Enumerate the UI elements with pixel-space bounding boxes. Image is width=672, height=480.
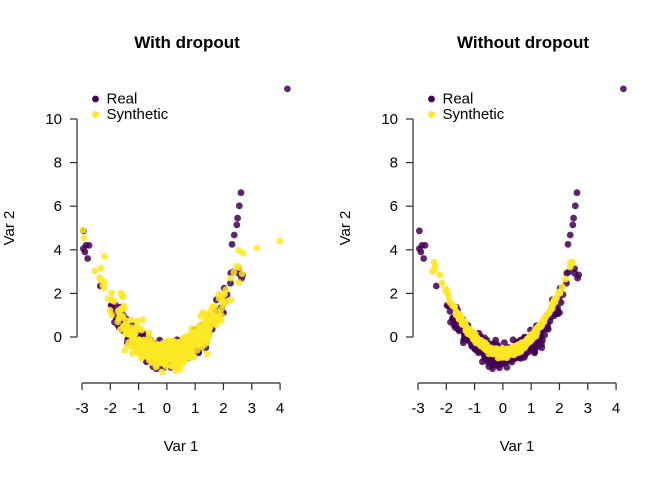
legend: Real Synthetic	[92, 91, 169, 123]
y-tick-label: 6	[390, 198, 398, 215]
y-axis-label: Var 2	[1, 211, 18, 246]
legend-label-synthetic: Synthetic	[107, 106, 169, 123]
y-tick-label: 6	[54, 198, 62, 215]
x-tick-label: 0	[499, 400, 507, 417]
x-axis-label: Var 1	[500, 438, 535, 455]
panel-without-dropout: Without dropout Var 1 Var 2 0 2 4 6 8 10 -3 -2…	[336, 0, 672, 480]
legend-label-real: Real	[107, 91, 138, 108]
series-synthetic	[79, 226, 284, 376]
plot-title: With dropout	[134, 33, 240, 52]
x-axis-label: Var 1	[164, 438, 199, 455]
legend-dot-real	[428, 95, 435, 103]
legend: Real Synthetic	[428, 91, 505, 123]
series-synthetic	[428, 258, 576, 362]
y-axis-label: Var 2	[337, 211, 354, 246]
plot-title: Without dropout	[457, 33, 589, 52]
x-tick-label: -3	[411, 400, 424, 417]
y-tick-label: 2	[54, 285, 62, 302]
y-tick-label: 4	[54, 242, 62, 259]
y-tick-label: 10	[381, 111, 398, 128]
legend-dot-synthetic	[428, 111, 435, 118]
series-real	[80, 85, 291, 373]
series-real	[416, 85, 627, 373]
y-tick-label: 0	[390, 329, 398, 346]
legend-dot-real	[92, 95, 99, 103]
x-tick-label: 2	[219, 400, 227, 417]
y-axis: 0 2 4 6 8 10	[381, 111, 414, 346]
x-tick-label: 3	[584, 400, 592, 417]
x-tick-label: 1	[191, 400, 199, 417]
panel-with-dropout: With dropout Var 1 Var 2 0 2 4 6 8 10 -3 -2 -1 0…	[1, 33, 291, 455]
x-tick-label: 4	[612, 400, 620, 417]
x-tick-label: -1	[132, 400, 145, 417]
x-tick-label: 3	[248, 400, 256, 417]
legend-label-synthetic: Synthetic	[443, 106, 505, 123]
y-tick-label: 8	[390, 155, 398, 172]
x-tick-label: 4	[276, 400, 284, 417]
y-tick-label: 4	[390, 242, 398, 259]
x-tick-label: 0	[163, 400, 171, 417]
y-tick-label: 0	[54, 329, 62, 346]
x-axis: -3 -2 -1 0 1 2 3 4	[411, 382, 620, 417]
y-tick-label: 10	[45, 111, 62, 128]
x-tick-label: 1	[527, 400, 535, 417]
x-tick-label: -2	[104, 400, 117, 417]
y-tick-label: 8	[54, 155, 62, 172]
y-tick-label: 2	[390, 285, 398, 302]
legend-label-real: Real	[443, 91, 474, 108]
x-tick-label: -3	[75, 400, 88, 417]
y-axis: 0 2 4 6 8 10	[45, 111, 78, 346]
x-tick-label: 2	[555, 400, 563, 417]
x-tick-label: -2	[440, 400, 453, 417]
x-tick-label: -1	[468, 400, 481, 417]
x-axis: -3 -2 -1 0 1 2 3 4	[75, 382, 284, 417]
legend-dot-synthetic	[92, 111, 99, 118]
